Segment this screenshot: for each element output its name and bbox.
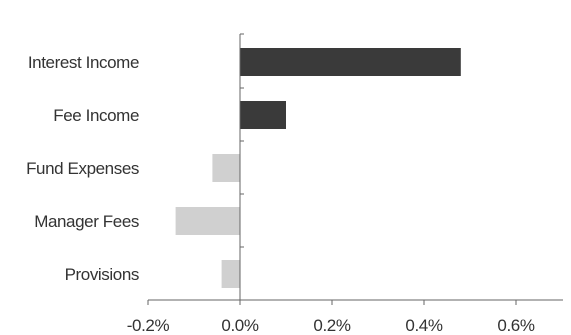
x-tick-label: 0.6%	[497, 316, 534, 335]
bar	[175, 207, 240, 235]
bar	[221, 260, 240, 288]
bar	[240, 101, 286, 129]
x-tick-label: 0.4%	[405, 316, 442, 335]
category-label: Interest Income	[28, 53, 139, 72]
category-label: Provisions	[65, 265, 139, 284]
category-label: Fund Expenses	[26, 159, 139, 178]
axes	[148, 34, 563, 301]
bar	[240, 48, 461, 76]
x-tick-label: 0.0%	[221, 316, 258, 335]
x-tick-label: -0.2%	[127, 316, 170, 335]
category-label: Fee Income	[53, 106, 139, 125]
x-tick-label: 0.2%	[313, 316, 350, 335]
x-ticks: -0.2% 0.0% 0.2% 0.4% 0.6%	[127, 33, 535, 335]
bars	[175, 48, 461, 288]
bar	[212, 154, 240, 182]
category-labels: Interest Income Fee Income Fund Expenses Ma…	[26, 53, 139, 284]
category-label: Manager Fees	[34, 212, 139, 231]
